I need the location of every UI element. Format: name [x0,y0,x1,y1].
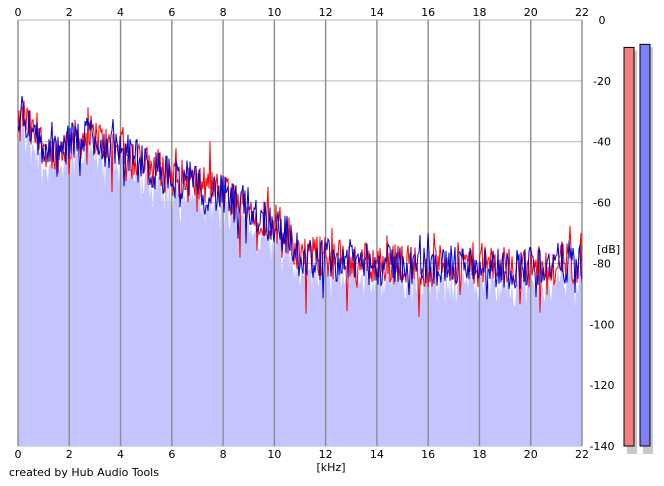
x-tick-label-bottom: 4 [117,448,124,461]
x-tick-label-bottom: 18 [472,448,486,461]
level-meters [623,43,653,455]
x-tick-label-top: 10 [267,6,281,19]
level-meter-bar [623,46,635,447]
x-tick-label-bottom: 8 [220,448,227,461]
y-tick-label: -60 [593,197,611,210]
x-tick-label-top: 20 [524,6,538,19]
x-tick-label-top: 14 [370,6,384,19]
series-lines [18,95,582,317]
y-tick-label: -80 [593,257,611,270]
y-tick-label: -20 [593,75,611,88]
x-tick-label-top: 12 [319,6,333,19]
level-meter-bar [639,43,651,447]
spectrum-fill [18,120,582,446]
spectrum-area [18,120,582,446]
x-tick-label-bottom: 20 [524,448,538,461]
x-tick-label-top: 8 [220,6,227,19]
x-axis-label: [kHz] [317,461,346,474]
x-tick-label-bottom: 0 [15,448,22,461]
x-tick-label-bottom: 12 [319,448,333,461]
x-tick-label-bottom: 10 [267,448,281,461]
series-line [18,95,582,300]
credit-text: created by Hub Audio Tools [9,466,159,479]
x-tick-label-bottom: 2 [66,448,73,461]
y-tick-label: -120 [590,379,615,392]
x-tick-label-top: 22 [575,6,589,19]
y-tick-label: -40 [593,136,611,149]
x-tick-label-bottom: 6 [168,448,175,461]
x-tick-label-bottom: 22 [575,448,589,461]
y-tick-label: -100 [590,318,615,331]
x-axis-top-labels: 0 2 4 6 8 10 12 14 16 18 20 22 [15,6,590,19]
x-axis-bottom-labels: 0 2 4 6 8 10 12 14 16 18 20 22 [15,448,590,461]
y-tick-label: -140 [590,440,615,453]
x-tick-label-bottom: 16 [421,448,435,461]
y-tick-label: 0 [599,14,606,27]
x-tick-label-top: 6 [168,6,175,19]
x-tick-label-top: 18 [472,6,486,19]
x-tick-label-top: 2 [66,6,73,19]
y-axis-label: [dB] [597,243,620,256]
x-tick-label-top: 4 [117,6,124,19]
x-tick-label-bottom: 14 [370,448,384,461]
y-axis-labels: 0 -20 -40 -60 -80 -100 -120 -140 [590,14,615,453]
x-tick-label-top: 0 [15,6,22,19]
x-tick-label-top: 16 [421,6,435,19]
